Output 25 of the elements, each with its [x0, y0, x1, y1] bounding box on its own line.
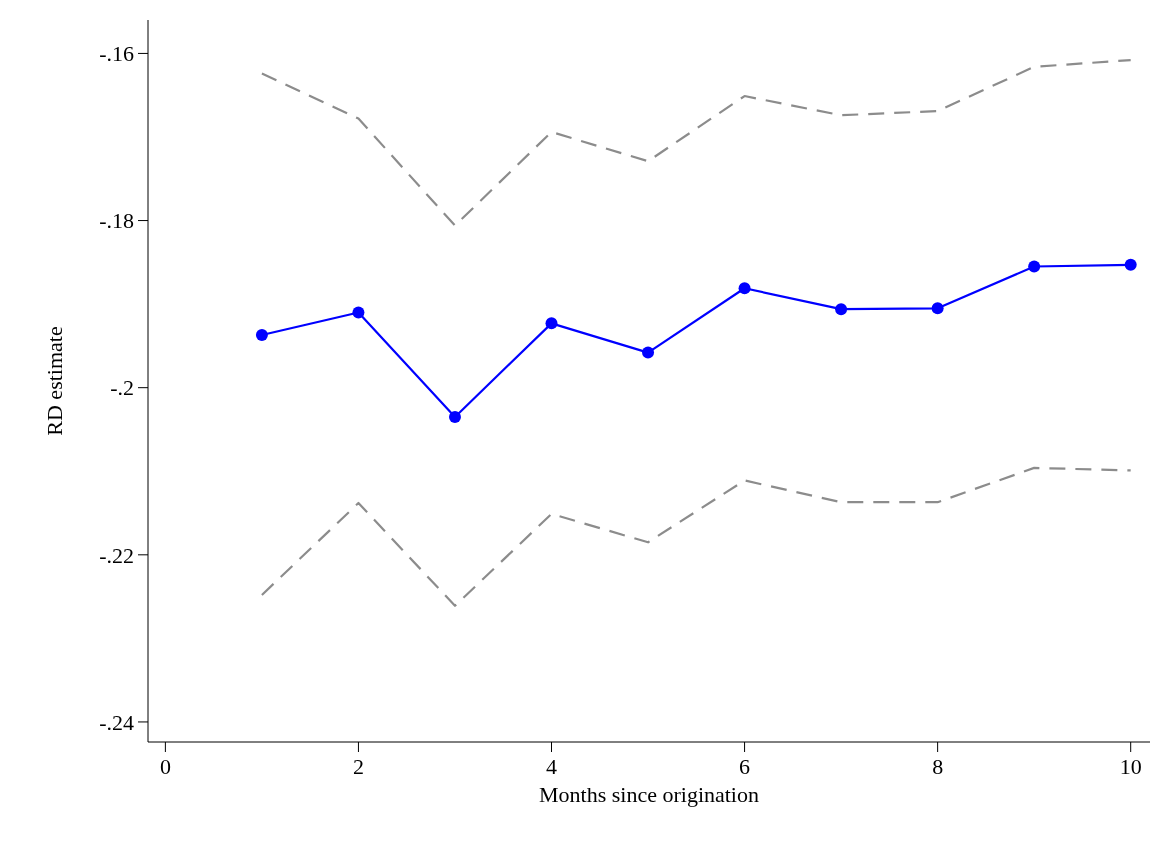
point	[1028, 260, 1041, 273]
x-tick-label: 8	[932, 754, 944, 779]
x-tick-label: 6	[739, 754, 751, 779]
point	[352, 306, 365, 319]
x-tick-label: 10	[1119, 754, 1142, 779]
line-series	[260, 466, 1132, 607]
point	[835, 303, 848, 316]
point	[1124, 258, 1137, 271]
y-axis-title: RD estimate	[42, 326, 67, 436]
x-axis-title: Months since origination	[539, 782, 759, 807]
point	[931, 302, 944, 315]
y-tick-label: -.18	[99, 208, 134, 234]
y-tick-label: -.22	[99, 542, 134, 568]
point	[448, 410, 461, 423]
point	[545, 317, 558, 330]
y-tick-label: -.2	[110, 375, 134, 401]
line-series	[260, 59, 1132, 227]
x-tick-label: 4	[546, 754, 557, 779]
x-tick-label: 2	[352, 754, 364, 779]
y-tick-label: -.16	[99, 41, 134, 67]
point	[642, 346, 655, 359]
point	[255, 329, 268, 342]
point	[738, 282, 751, 295]
x-tick-label: 0	[159, 754, 171, 779]
y-tick-label: -.24	[99, 709, 134, 735]
